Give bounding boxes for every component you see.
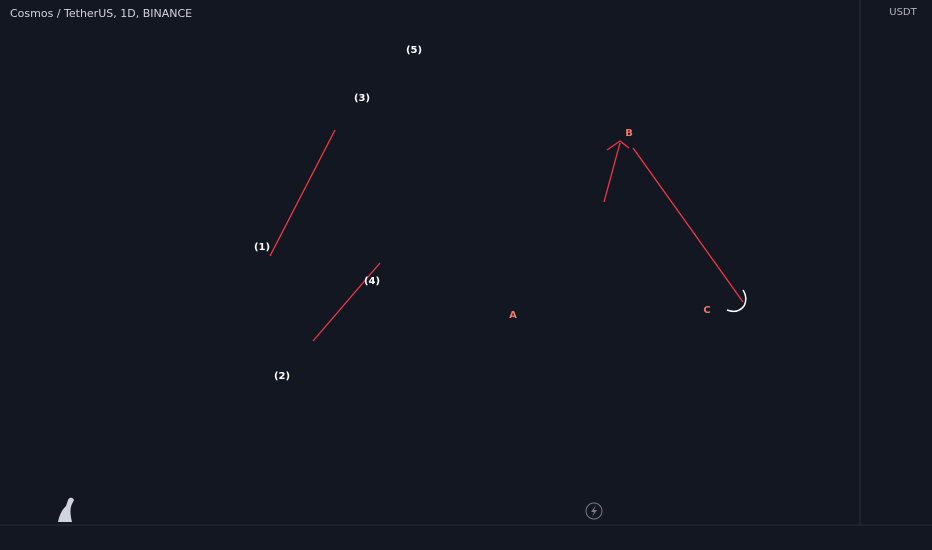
wave-label: (4) xyxy=(364,276,380,287)
chart-title: Cosmos / TetherUS, 1D, BINANCE xyxy=(10,7,192,20)
wave-label: (1) xyxy=(254,242,270,253)
icon-bolt xyxy=(591,505,597,517)
logo xyxy=(58,497,74,522)
arrow-head xyxy=(606,140,630,151)
wave-drawing xyxy=(269,129,744,342)
wave-label: (5) xyxy=(406,45,422,56)
wave-label: (3) xyxy=(354,93,370,104)
wave-line xyxy=(312,262,381,342)
wave-line xyxy=(603,142,621,203)
wave-line xyxy=(632,147,744,303)
wave-line xyxy=(269,129,336,257)
icon[interactable] xyxy=(585,502,603,520)
curve xyxy=(726,289,747,313)
wave-label: (2) xyxy=(274,371,290,382)
wave-label: C xyxy=(703,305,710,316)
wave-label: B xyxy=(625,128,633,139)
currency-label: USDT xyxy=(889,7,917,18)
wave-label: A xyxy=(509,310,517,321)
